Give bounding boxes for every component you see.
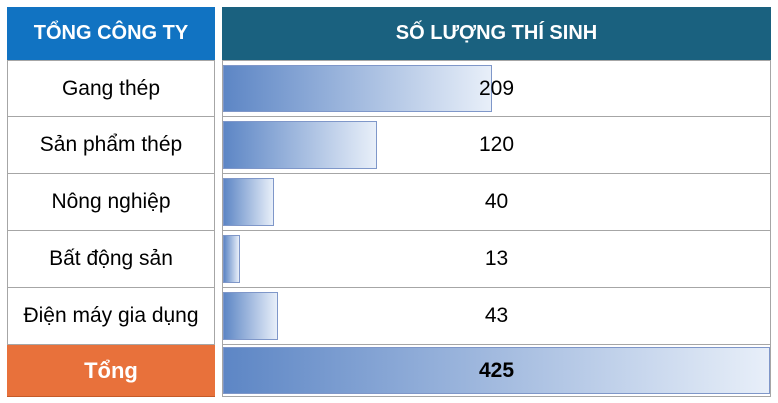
row-bar-cell: 40 (222, 174, 771, 231)
data-bar (223, 65, 492, 112)
data-bar (223, 121, 378, 169)
row-bar-cell: 13 (222, 231, 771, 288)
row-bar-cell: 120 (222, 117, 771, 174)
data-bar (223, 235, 240, 283)
row-label: Điện máy gia dụng (7, 288, 215, 345)
total-data-bar (223, 347, 770, 394)
row-label: Nông nghiệp (7, 174, 215, 231)
table-grid: TỔNG CÔNG TY SỐ LƯỢNG THÍ SINH Gang thép… (7, 7, 771, 397)
row-bar-cell: 43 (222, 288, 771, 345)
row-label: Bất động sản (7, 231, 215, 288)
total-value: 425 (478, 358, 515, 382)
data-bar (223, 292, 279, 340)
column-header-company: TỔNG CÔNG TY (7, 7, 215, 60)
row-value: 43 (484, 304, 509, 327)
total-row-bar-cell: 425 (222, 345, 771, 397)
total-row-label: Tổng (7, 345, 215, 397)
row-value: 120 (478, 133, 515, 156)
row-label: Sản phẩm thép (7, 117, 215, 174)
row-value: 209 (478, 76, 515, 100)
column-header-candidate-count: SỐ LƯỢNG THÍ SINH (222, 7, 771, 60)
row-value: 13 (484, 247, 509, 270)
row-value: 40 (484, 190, 509, 213)
row-label: Gang thép (7, 60, 215, 117)
data-bar (223, 178, 275, 226)
row-bar-cell: 209 (222, 60, 771, 117)
